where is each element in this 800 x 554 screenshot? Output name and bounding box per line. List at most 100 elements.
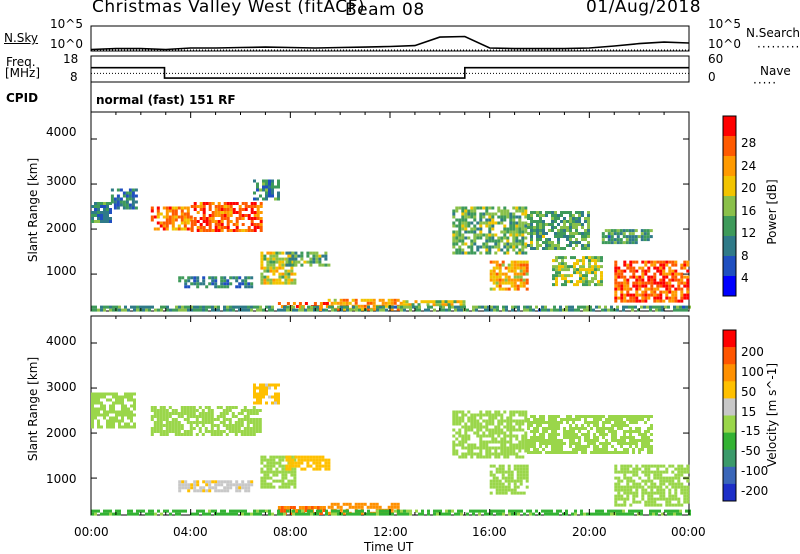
heatmap-cell: [186, 415, 190, 418]
heatmap-cell: [668, 464, 672, 468]
heatmap-cell: [522, 473, 526, 477]
heatmap-cell: [513, 491, 517, 495]
heatmap-cell: [100, 404, 103, 408]
heatmap-cell: [519, 263, 523, 267]
heatmap-cell: [226, 489, 230, 493]
heatmap-cell: [151, 512, 154, 516]
heatmap-cell: [665, 290, 669, 294]
heatmap-cell: [186, 215, 190, 219]
heatmap-cell: [281, 476, 285, 480]
heatmap-cell: [265, 179, 268, 183]
heatmap-cell: [115, 305, 118, 309]
heatmap-cell: [452, 233, 456, 237]
heatmap-cell: [518, 455, 522, 459]
heatmap-cell: [524, 413, 528, 417]
heatmap-cell: [501, 476, 505, 480]
heatmap-cell: [307, 509, 310, 513]
heatmap-cell: [367, 512, 370, 516]
heatmap-cell: [316, 512, 319, 516]
heatmap-cell: [461, 236, 465, 240]
heatmap-cell: [226, 483, 230, 487]
heatmap-cell: [439, 308, 442, 312]
heatmap-cell: [247, 486, 251, 490]
heatmap-cell: [452, 215, 456, 219]
heatmap-cell: [629, 464, 633, 468]
heatmap-cell: [518, 425, 522, 429]
heatmap-cell: [593, 433, 596, 436]
heatmap-cell: [94, 512, 97, 516]
heatmap-cell: [250, 480, 254, 484]
heatmap-cell: [265, 383, 268, 387]
heatmap-cell: [614, 287, 618, 291]
heatmap-cell: [491, 239, 495, 243]
heatmap-cell: [277, 401, 280, 405]
heatmap-cell: [165, 215, 169, 219]
heatmap-cell: [599, 415, 602, 418]
heatmap-cell: [479, 230, 483, 234]
heatmap-cell: [596, 421, 599, 424]
heatmap-cell: [184, 279, 188, 283]
heatmap-cell: [250, 282, 254, 286]
heatmap-cell: [522, 266, 526, 270]
heatmap-cell: [500, 449, 504, 453]
heatmap-cell: [109, 410, 112, 414]
heatmap-cell: [581, 244, 584, 247]
heatmap-cell: [680, 296, 684, 300]
heatmap-cell: [683, 485, 687, 489]
heatmap-cell: [610, 229, 614, 233]
heatmap-cell: [530, 415, 533, 418]
heatmap-cell: [277, 512, 280, 516]
heatmap-cell: [525, 260, 529, 264]
heatmap-cell: [539, 211, 542, 214]
heatmap-cell: [319, 302, 323, 305]
heatmap-cell: [417, 303, 421, 307]
heatmap-cell: [617, 491, 621, 495]
heatmap-cell: [492, 476, 496, 480]
heatmap-cell: [638, 482, 642, 486]
heatmap-cell: [458, 227, 462, 231]
heatmap-cell: [346, 512, 349, 516]
heatmap-cell: [635, 290, 639, 294]
heatmap-cell: [94, 398, 97, 402]
heatmap-cell: [516, 266, 520, 270]
heatmap-cell: [327, 263, 331, 267]
heatmap-cell: [653, 299, 657, 303]
heatmap-cell: [151, 305, 154, 309]
heatmap-cell: [271, 395, 274, 399]
heatmap-cell: [564, 280, 567, 284]
heatmap-cell: [103, 512, 106, 516]
heatmap-cell: [315, 254, 319, 258]
heatmap-cell: [596, 415, 599, 418]
heatmap-cell: [283, 512, 286, 516]
heatmap-cell: [156, 430, 160, 433]
heatmap-cell: [513, 260, 517, 264]
heatmap-cell: [665, 470, 669, 474]
summary-lines: [90, 35, 690, 79]
heatmap-cell: [219, 412, 223, 415]
heatmap-cell: [298, 506, 302, 509]
heatmap-cell: [524, 410, 528, 414]
heatmap-cell: [91, 395, 94, 399]
heatmap-cell: [608, 451, 611, 454]
heatmap-cell: [153, 415, 157, 418]
heatmap-cell: [210, 421, 214, 424]
heatmap-cell: [178, 480, 182, 484]
heatmap-cell: [498, 281, 502, 285]
heatmap-cell: [174, 227, 178, 231]
heatmap-cell: [226, 308, 229, 312]
heatmap-cell: [195, 409, 199, 412]
heatmap-cell: [641, 296, 645, 300]
heatmap-cell: [616, 308, 619, 312]
heatmap-cell: [516, 476, 520, 480]
heatmap-cell: [517, 308, 520, 312]
heatmap-cell: [277, 383, 280, 387]
heatmap-cell: [180, 206, 184, 210]
heatmap-cell: [394, 305, 397, 309]
heatmap-cell: [587, 226, 590, 229]
heatmap-cell: [602, 421, 605, 424]
heatmap-cell: [626, 488, 630, 492]
heatmap-cell: [509, 233, 513, 237]
heatmap-cell: [263, 476, 267, 480]
heatmap-cell: [622, 241, 626, 245]
heatmap-cell: [400, 512, 403, 516]
